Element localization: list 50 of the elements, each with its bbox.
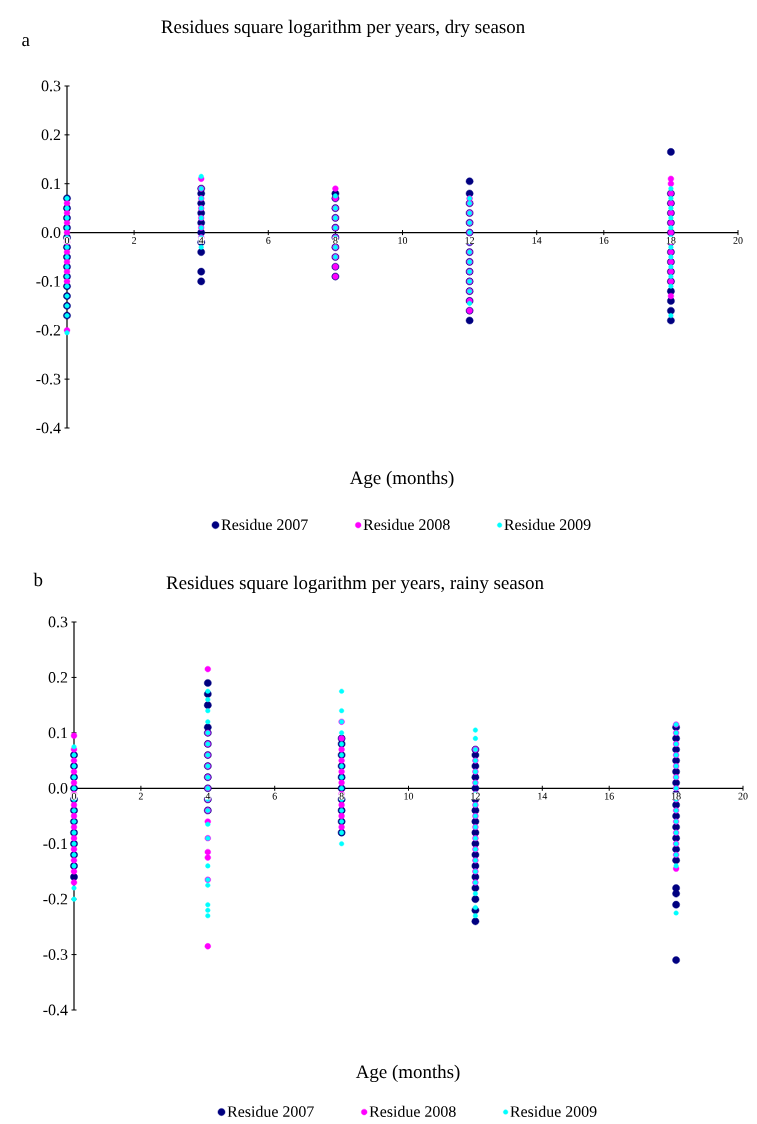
x-tick-label: 20 xyxy=(738,792,748,800)
x-axis-title: Age (months) xyxy=(349,470,454,489)
text: a xyxy=(22,37,30,47)
y-tick-label: -0.1 xyxy=(36,276,61,287)
x-tick-label: 2 xyxy=(138,792,143,800)
x-axis-title: Age (months) xyxy=(355,1064,460,1083)
x-tick-label: 14 xyxy=(532,237,542,244)
chart-title: Residues square logarithm per years, dry season xyxy=(161,19,525,38)
x-tick-label: 12 xyxy=(465,237,475,244)
legend-label: Residue 2007 xyxy=(227,1105,314,1117)
y-tick-label: 0.0 xyxy=(48,782,68,794)
y-tick-label: -0.1 xyxy=(43,838,68,850)
x-tick-label: 14 xyxy=(538,792,548,800)
x-tick-label: 0 xyxy=(71,792,77,800)
x-tick-label: 16 xyxy=(599,237,609,244)
x-tick-label: 10 xyxy=(398,237,408,244)
x-tick-label: 20 xyxy=(733,237,743,244)
x-tick-label: 4 xyxy=(205,792,211,800)
x-tick-label: 4 xyxy=(198,237,204,244)
x-tick-label: 10 xyxy=(404,792,414,800)
y-tick-label: -0.2 xyxy=(43,893,68,905)
x-tick-label: 6 xyxy=(266,237,271,244)
x-tick-label: 6 xyxy=(272,792,277,800)
y-tick-label: 0.1 xyxy=(48,727,68,739)
y-tick-label: -0.2 xyxy=(36,324,61,336)
x-tick-label: 8 xyxy=(333,237,338,244)
x-tick-label: 18 xyxy=(666,237,676,244)
y-tick-label: 0.2 xyxy=(48,672,68,683)
legend-label: Residue 2009 xyxy=(510,1105,597,1117)
x-tick-label: 0 xyxy=(64,237,70,244)
y-tick-label: -0.4 xyxy=(43,1004,68,1016)
x-tick-label: 8 xyxy=(339,792,344,800)
legend-label: Residue 2007 xyxy=(221,518,308,531)
x-tick-label: 12 xyxy=(471,792,480,800)
x-tick-label: 18 xyxy=(672,792,681,800)
y-tick-label: 0.3 xyxy=(48,616,68,628)
chart-title: Residues square logarithm per years, rainy season xyxy=(166,575,544,594)
y-tick-label: 0.2 xyxy=(41,129,61,141)
y-tick-label: -0.3 xyxy=(36,373,61,385)
y-tick-label: 0.1 xyxy=(41,178,61,190)
y-tick-label: -0.4 xyxy=(36,422,61,434)
text: b xyxy=(33,572,43,587)
x-tick-label: 16 xyxy=(605,792,614,800)
legend-label: Residue 2008 xyxy=(363,518,450,531)
x-tick-label: 2 xyxy=(132,237,137,244)
y-tick-label: -0.3 xyxy=(43,949,68,960)
y-tick-label: 0.3 xyxy=(41,80,61,92)
legend-label: Residue 2009 xyxy=(504,518,591,531)
y-tick-label: 0.0 xyxy=(41,227,61,238)
legend-label: Residue 2008 xyxy=(369,1105,456,1117)
